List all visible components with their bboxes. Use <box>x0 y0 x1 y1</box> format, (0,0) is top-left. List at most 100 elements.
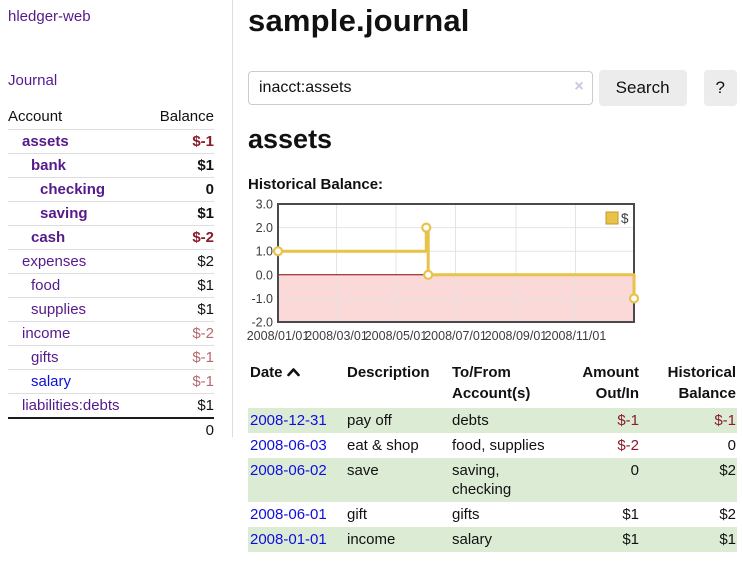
svg-text:2008/09/01: 2008/09/01 <box>485 329 548 343</box>
svg-text:2008/01/01: 2008/01/01 <box>247 329 310 343</box>
transaction-amount: $-2 <box>617 437 639 454</box>
account-row: income $-2 <box>8 321 214 346</box>
account-balance: 0 <box>146 177 214 202</box>
accounts-total-value: 0 <box>146 417 214 442</box>
transaction-date-link[interactable]: 2008-06-02 <box>250 462 327 479</box>
svg-text:2008/11/01: 2008/11/01 <box>545 329 607 343</box>
transaction-accounts: food, supplies <box>452 437 545 454</box>
svg-text:-2.0: -2.0 <box>251 316 273 330</box>
search-button[interactable]: Search <box>598 70 687 106</box>
account-link-cash[interactable]: cash <box>31 229 66 246</box>
svg-text:2008/05/01: 2008/05/01 <box>365 329 428 343</box>
account-row: liabilities:debts $1 <box>8 393 214 418</box>
transaction-date-link[interactable]: 2008-01-01 <box>250 531 327 548</box>
account-link-expenses[interactable]: expenses <box>22 253 87 270</box>
transaction-amount: 0 <box>557 458 640 502</box>
svg-text:3.0: 3.0 <box>256 198 273 212</box>
balance-chart: $3.0 2.0 1.0 0.0 -1.0 -2.0 2008/01/01 2008/03/0… <box>247 198 737 348</box>
accounts-header-balance: Balance <box>159 108 214 125</box>
transaction-accounts: salary <box>450 527 557 552</box>
balance-chart-svg: $3.0 2.0 1.0 0.0 -1.0 -2.02008/01/012008/03/0… <box>247 198 640 343</box>
account-balance: $1 <box>146 297 214 322</box>
register-header-amount: Amount Out/In <box>582 364 639 402</box>
account-link-bank[interactable]: bank <box>31 157 67 174</box>
svg-text:-1.0: -1.0 <box>251 292 273 306</box>
account-row: salary $-1 <box>8 369 214 394</box>
register-table: Date Description To/From Account(s) Amou… <box>248 362 737 552</box>
account-row: food $1 <box>8 273 214 298</box>
register-header-date[interactable]: Date <box>248 362 345 408</box>
transaction-date-link[interactable]: 2008-06-01 <box>250 506 327 523</box>
account-link-supplies[interactable]: supplies <box>31 301 87 318</box>
account-balance: $1 <box>146 153 214 178</box>
account-link-salary[interactable]: salary <box>31 373 72 390</box>
account-link-checking[interactable]: checking <box>40 181 106 198</box>
account-link-gifts[interactable]: gifts <box>31 349 59 366</box>
transaction-description: eat & shop <box>347 437 419 454</box>
account-balance: $1 <box>146 393 214 418</box>
search-input[interactable] <box>248 71 593 105</box>
transaction-balance: $-1 <box>640 408 737 433</box>
main-content: sample.journal × Search ? assets Histori… <box>247 0 737 552</box>
svg-text:2008/03/01: 2008/03/01 <box>305 329 368 343</box>
svg-text:$: $ <box>621 211 629 226</box>
account-balance: $2 <box>146 249 214 274</box>
chart-title: Historical Balance: <box>248 176 384 193</box>
app-brand-link[interactable]: hledger-web <box>8 8 91 25</box>
svg-text:2008/07/01: 2008/07/01 <box>424 329 487 343</box>
account-balance: $-2 <box>146 321 214 346</box>
search-form: × Search ? <box>248 70 737 106</box>
account-balance: $-1 <box>146 345 214 370</box>
help-button[interactable]: ? <box>703 70 737 106</box>
account-row: expenses $2 <box>8 249 214 274</box>
account-balance: $-2 <box>146 225 214 250</box>
transaction-description: income <box>345 527 450 552</box>
transaction-balance: $2 <box>640 458 737 502</box>
transaction-amount: $1 <box>622 506 639 523</box>
transaction-date-link[interactable]: 2008-06-03 <box>250 437 327 454</box>
transaction-balance: 0 <box>727 437 736 454</box>
svg-text:0.0: 0.0 <box>256 268 273 282</box>
transaction-description: save <box>345 458 450 502</box>
register-row: 2008-06-03 eat & shop food, supplies $-2… <box>248 433 737 458</box>
transaction-accounts: debts <box>450 408 557 433</box>
account-balance: $-1 <box>146 369 214 394</box>
register-row: 2008-06-01 gift gifts $1 $2 <box>248 502 737 527</box>
account-row: bank $1 <box>8 153 214 178</box>
account-link-liabilities-debts[interactable]: liabilities:debts <box>22 397 120 414</box>
account-heading: assets <box>248 124 333 154</box>
register-row: 2008-12-31 pay off debts $-1 $-1 <box>248 408 737 433</box>
transaction-accounts: gifts <box>452 506 480 523</box>
account-row: checking 0 <box>8 177 214 202</box>
account-row: assets $-1 <box>8 129 214 154</box>
account-link-income[interactable]: income <box>22 325 71 342</box>
register-header-row: Date Description To/From Account(s) Amou… <box>248 362 737 408</box>
register-header-accounts: To/From Account(s) <box>452 364 531 402</box>
account-row: gifts $-1 <box>8 345 214 370</box>
account-balance: $-1 <box>146 129 214 154</box>
account-row: cash $-2 <box>8 225 214 250</box>
page-title: sample.journal <box>248 3 470 38</box>
register-row: 2008-06-02 save saving, checking 0 $2 <box>248 458 737 502</box>
transaction-balance: $1 <box>640 527 737 552</box>
sidebar-item-journal[interactable]: Journal <box>8 72 58 89</box>
account-balance: $1 <box>146 201 214 226</box>
svg-text:1.0: 1.0 <box>256 245 273 259</box>
account-balance: $1 <box>146 273 214 298</box>
transaction-description: gift <box>347 506 368 523</box>
account-link-saving[interactable]: saving <box>40 205 88 222</box>
transaction-amount: $-1 <box>557 408 640 433</box>
account-row: saving $1 <box>8 201 214 226</box>
transaction-description: pay off <box>345 408 450 433</box>
account-link-assets[interactable]: assets <box>22 133 69 150</box>
account-link-food[interactable]: food <box>31 277 61 294</box>
register-header-description: Description <box>347 364 430 381</box>
clear-search-icon[interactable]: × <box>574 78 584 95</box>
transaction-balance: $2 <box>719 506 736 523</box>
register-row: 2008-01-01 income salary $1 $1 <box>248 527 737 552</box>
account-row: supplies $1 <box>8 297 214 322</box>
transaction-date-link[interactable]: 2008-12-31 <box>250 412 327 429</box>
accounts-total-row: 0 <box>8 417 214 442</box>
sort-asc-icon <box>286 362 300 383</box>
svg-text:2.0: 2.0 <box>256 221 273 235</box>
